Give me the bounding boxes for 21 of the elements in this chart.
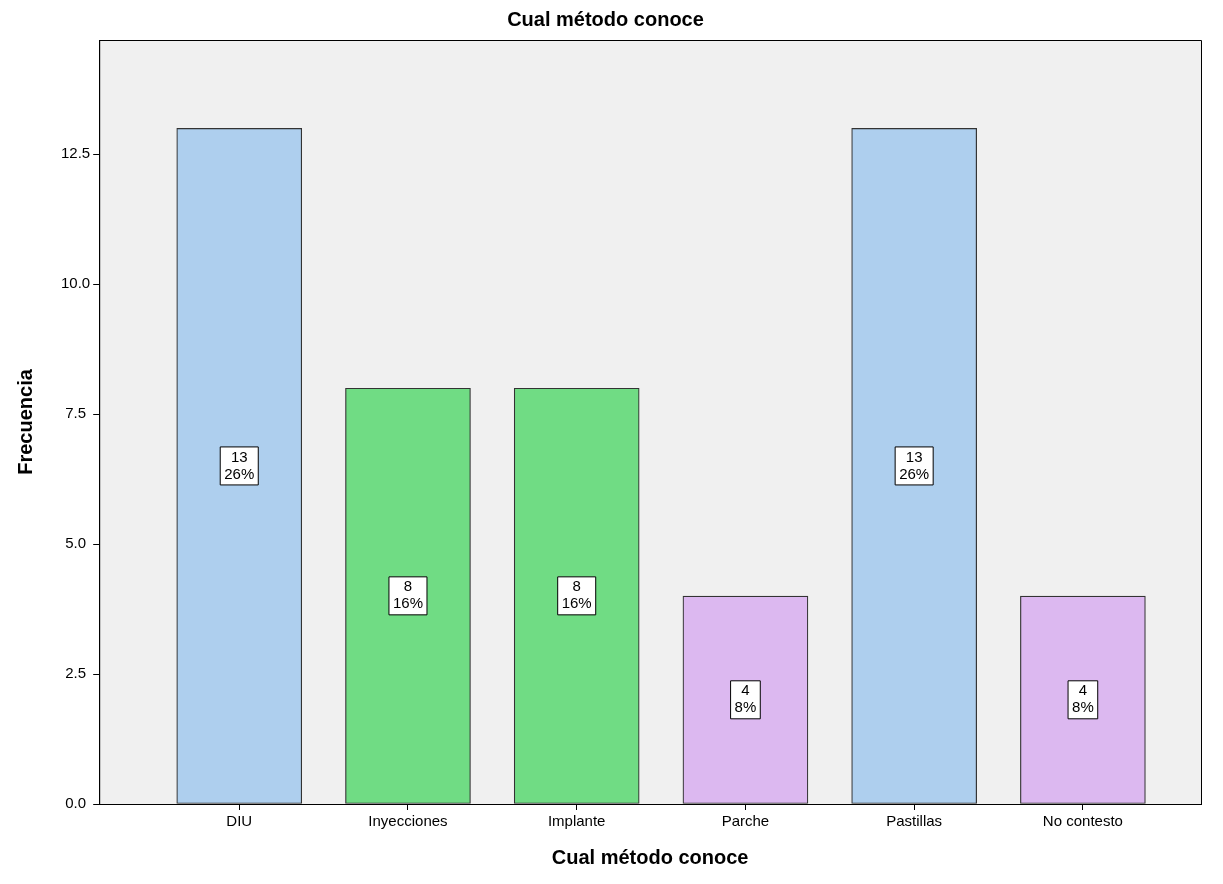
y-axis-title: Frecuencia bbox=[13, 368, 36, 475]
y-tick-label: 10.0 bbox=[61, 274, 91, 292]
x-tick-label: No contesto bbox=[1042, 812, 1123, 830]
data-label: 4 8% bbox=[734, 681, 757, 716]
x-tick-label: Implante bbox=[547, 812, 606, 830]
x-tick-label: DIU bbox=[226, 812, 253, 830]
y-tick-label: 2.5 bbox=[65, 664, 87, 682]
y-tick-label: 5.0 bbox=[65, 534, 87, 552]
data-label: 13 26% bbox=[224, 447, 255, 482]
y-tick-label: 0.0 bbox=[65, 794, 87, 812]
data-label: 8 16% bbox=[561, 577, 592, 612]
data-label: 8 16% bbox=[392, 577, 423, 612]
x-tick-label: Inyecciones bbox=[368, 812, 448, 830]
x-tick-label: Parche bbox=[721, 812, 770, 830]
chart-title: Cual método conoce bbox=[507, 7, 704, 30]
x-axis-title: Cual método conoce bbox=[551, 845, 749, 868]
x-tick-label: Pastillas bbox=[886, 812, 943, 830]
data-label: 13 26% bbox=[899, 447, 930, 482]
y-tick-label: 12.5 bbox=[61, 144, 91, 162]
y-tick-label: 7.5 bbox=[65, 404, 87, 422]
data-label: 4 8% bbox=[1072, 681, 1094, 716]
